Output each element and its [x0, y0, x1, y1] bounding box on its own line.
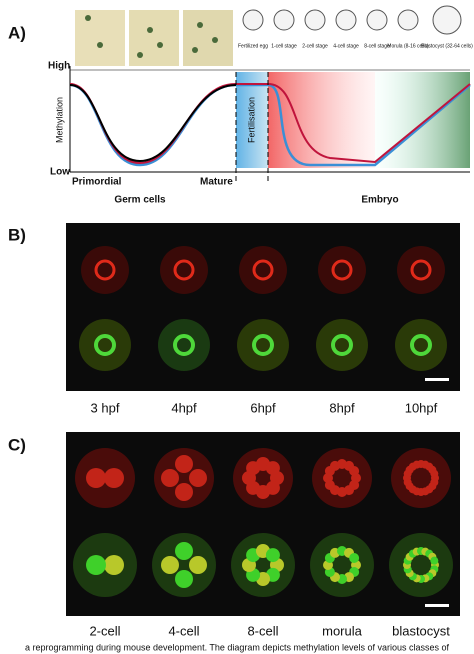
stage-label: 2-cell stage [302, 43, 328, 49]
nucleus [410, 259, 432, 281]
timepoint-label: 10hpf [405, 400, 438, 415]
nucleus [94, 334, 116, 356]
stage-icon [273, 9, 295, 31]
group-label: Embryo [361, 195, 398, 206]
speck [147, 27, 153, 33]
photo [75, 10, 125, 66]
speck [97, 42, 103, 48]
stage-label: 4-cell [168, 623, 199, 638]
photo [129, 10, 179, 66]
timepoint-label: 6hpf [250, 400, 276, 415]
cell [81, 246, 129, 294]
panel-label: C) [8, 435, 26, 454]
nucleus [430, 469, 439, 478]
stage-label: Blastocyst (32-64 cells) [421, 43, 473, 49]
stage-label: Fertilized egg [238, 43, 268, 49]
photo [183, 10, 233, 66]
nucleus [265, 548, 280, 563]
nucleus [173, 334, 195, 356]
stage-label: 1-cell stage [271, 43, 297, 49]
scale-bar [425, 604, 449, 607]
axis-title: Methylation [54, 97, 64, 143]
embryo [310, 533, 374, 597]
nucleus [175, 455, 193, 473]
nucleus [173, 259, 195, 281]
nucleus [161, 556, 179, 574]
embryo [312, 448, 372, 508]
nucleus [331, 334, 353, 356]
speck [137, 52, 143, 58]
x-label: Mature [200, 177, 233, 188]
nucleus [252, 259, 274, 281]
stage-icon [242, 9, 264, 31]
stage-label: morula [322, 623, 363, 638]
nucleus [175, 483, 193, 501]
panel-label: A) [8, 23, 26, 42]
axis-high: High [48, 61, 70, 72]
nucleus [86, 555, 106, 575]
nucleus [104, 468, 124, 488]
curve-black [69, 84, 237, 163]
cell [79, 319, 131, 371]
speck [157, 42, 163, 48]
stage-label: Morula (8-16 cells) [387, 43, 429, 49]
cell [237, 319, 289, 371]
axis-low: Low [50, 167, 70, 178]
stage-label: 2-cell [89, 623, 120, 638]
blue-region [236, 72, 268, 168]
cell [239, 246, 287, 294]
timepoint-label: 4hpf [171, 400, 197, 415]
nucleus [189, 469, 207, 487]
nucleus [252, 334, 274, 356]
nucleus [265, 461, 280, 476]
speck [192, 47, 198, 53]
panel-label: B) [8, 225, 26, 244]
embryo [231, 533, 295, 597]
fertilisation-label: Fertilisation [246, 97, 256, 143]
embryo [233, 448, 293, 508]
nucleus [349, 466, 360, 476]
embryo [391, 448, 451, 508]
timepoint-label: 3 hpf [91, 400, 120, 415]
nucleus [175, 570, 193, 588]
speck [85, 15, 91, 21]
scale-bar [425, 378, 449, 381]
caption: a reprogramming during mouse development… [25, 642, 450, 652]
nucleus [349, 553, 360, 563]
nucleus [410, 334, 432, 356]
x-label: Primordial [72, 177, 122, 188]
cell [318, 246, 366, 294]
cell [158, 319, 210, 371]
stage-label: 8-cell [247, 623, 278, 638]
speck [212, 37, 218, 43]
nucleus [86, 468, 106, 488]
stage-label: 8-cell stage [364, 43, 390, 49]
stage-icon [397, 9, 419, 31]
nucleus [175, 542, 193, 560]
group-label: Germ cells [114, 195, 166, 206]
embryo [154, 448, 214, 508]
speck [197, 22, 203, 28]
cell [397, 246, 445, 294]
stage-label: 4-cell stage [333, 43, 359, 49]
cell [160, 246, 208, 294]
embryo [152, 533, 216, 597]
nucleus [331, 259, 353, 281]
timepoint-label: 8hpf [329, 400, 355, 415]
cell [395, 319, 447, 371]
stage-icon [304, 9, 326, 31]
nucleus [161, 469, 179, 487]
stage-label: blastocyst [392, 623, 450, 638]
nucleus [104, 555, 124, 575]
embryo [389, 533, 453, 597]
nucleus [94, 259, 116, 281]
nucleus [189, 556, 207, 574]
nucleus [430, 556, 439, 565]
stage-icon [335, 9, 357, 31]
stage-icon [366, 9, 388, 31]
red-region [268, 72, 375, 168]
cell [316, 319, 368, 371]
stage-icon [432, 5, 462, 35]
